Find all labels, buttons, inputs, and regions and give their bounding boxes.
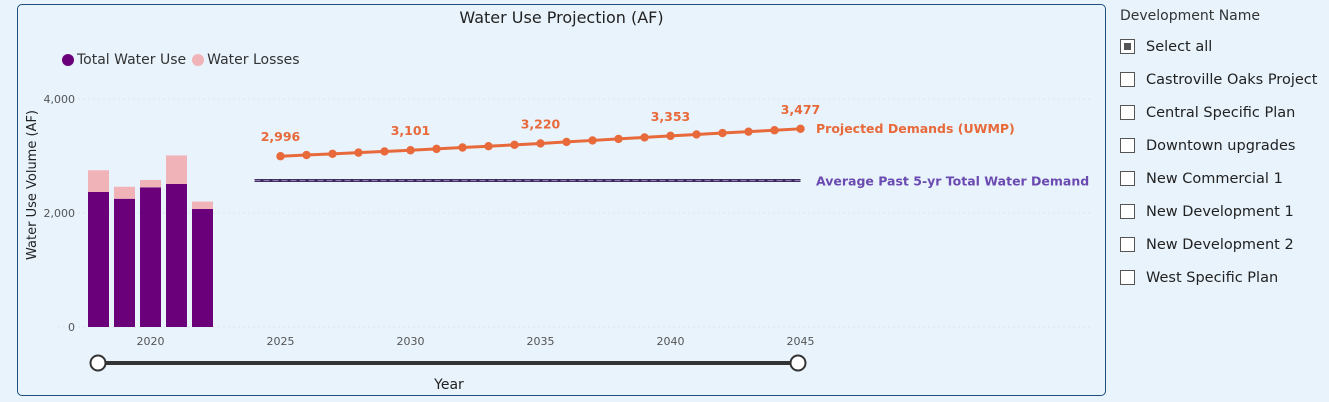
projected-point: [484, 141, 493, 151]
projected-point: [536, 139, 545, 148]
slicer-item-label: New Commercial 1: [1146, 170, 1283, 187]
slicer-item-castroville-oaks-project[interactable]: Castroville Oaks Project: [1120, 63, 1325, 96]
legend-label-total: Total Water Use: [77, 52, 187, 68]
slicer-item-label: West Specific Plan: [1146, 269, 1279, 286]
average-line-label: Average Past 5-yr Total Water Demand: [816, 174, 1089, 189]
x-axis-label: Year: [433, 377, 464, 393]
legend-label-losses: Water Losses: [207, 52, 300, 68]
bar-water-losses: [140, 179, 161, 188]
y-tick-label: 2,000: [44, 207, 76, 220]
projected-point: [614, 134, 623, 144]
chart-panel: Water Use Projection (AF) Total Water Us…: [17, 4, 1106, 396]
projected-point: [458, 143, 467, 152]
projected-point: [744, 127, 753, 136]
slicer-title: Development Name: [1120, 8, 1260, 24]
slicer-item-central-specific-plan[interactable]: Central Specific Plan: [1120, 96, 1325, 129]
x-tick-label: 2035: [527, 335, 555, 348]
legend-item-total[interactable]: Total Water Use: [62, 52, 186, 68]
bar-total-water-use: [192, 209, 213, 327]
slicer-item-label: Select all: [1146, 38, 1213, 55]
y-tick-label: 0: [68, 321, 75, 334]
checkbox[interactable]: [1120, 138, 1135, 153]
projected-point: [640, 133, 649, 142]
data-label: 3,220: [521, 116, 561, 131]
data-label: 3,353: [651, 109, 691, 124]
projected-line-label: Projected Demands (UWMP): [816, 121, 1015, 136]
x-tick-label: 2020: [137, 335, 165, 348]
plot-area: 0 2,000 4,000 Water Use Volume (AF) 2020 2025…: [25, 93, 1091, 393]
checkbox[interactable]: [1120, 204, 1135, 219]
slicer-item-label: Downtown upgrades: [1146, 137, 1296, 154]
data-label: 2,996: [261, 129, 301, 144]
projected-point: [302, 150, 311, 160]
chart-title: Water Use Projection (AF): [459, 8, 664, 27]
slicer-item-label: New Development 2: [1146, 236, 1294, 253]
projected-point: [796, 124, 805, 134]
checkbox[interactable]: [1120, 237, 1135, 252]
slicer-item-select-all[interactable]: Select all: [1120, 30, 1325, 63]
bar-total-water-use: [140, 187, 161, 327]
range-slider-start-handle[interactable]: [89, 354, 107, 372]
development-slicer: Development Name Select all Castroville O…: [1120, 8, 1325, 294]
checkbox[interactable]: [1120, 39, 1135, 54]
slicer-item-label: New Development 1: [1146, 203, 1294, 220]
data-label: 3,477: [781, 102, 821, 117]
y-tick-label: 4,000: [44, 93, 76, 106]
bar-total-water-use: [88, 191, 109, 327]
legend-item-losses[interactable]: Water Losses: [192, 52, 300, 68]
legend-swatch-losses: [192, 54, 205, 66]
bar-water-losses: [88, 170, 109, 192]
projected-point: [666, 131, 675, 141]
checkbox[interactable]: [1120, 270, 1135, 285]
data-label: 3,101: [391, 123, 431, 138]
x-tick-label: 2025: [267, 335, 295, 348]
checkbox[interactable]: [1120, 105, 1135, 120]
bar-total-water-use: [114, 198, 135, 327]
projected-point: [510, 140, 519, 150]
bar-water-losses: [166, 155, 187, 184]
x-tick-label: 2040: [657, 335, 685, 348]
legend-swatch-total: [62, 54, 74, 66]
checkbox[interactable]: [1120, 171, 1135, 186]
slicer-item-new-development-2[interactable]: New Development 2: [1120, 228, 1325, 261]
projected-point: [406, 146, 415, 155]
y-axis-label: Water Use Volume (AF): [25, 110, 40, 260]
projected-point: [692, 130, 701, 139]
x-tick-label: 2045: [787, 335, 815, 348]
bar-water-losses: [114, 186, 135, 199]
projected-point: [770, 126, 779, 135]
slicer-item-label: Central Specific Plan: [1146, 104, 1296, 121]
projected-point: [562, 137, 571, 147]
projected-point: [432, 144, 441, 154]
legend: Total Water Use Water Losses: [62, 52, 306, 68]
slicer-item-downtown-upgrades[interactable]: Downtown upgrades: [1120, 129, 1325, 162]
bar-water-losses: [192, 201, 213, 210]
projected-point: [718, 128, 727, 138]
bar-total-water-use: [166, 183, 187, 327]
projected-point: [380, 147, 389, 156]
slicer-list: Select all Castroville Oaks Project Centra…: [1120, 30, 1325, 294]
slicer-item-new-development-1[interactable]: New Development 1: [1120, 195, 1325, 228]
projected-point: [276, 152, 285, 161]
slicer-item-label: Castroville Oaks Project: [1146, 71, 1318, 88]
slicer-item-west-specific-plan[interactable]: West Specific Plan: [1120, 261, 1325, 294]
projected-point: [588, 136, 597, 145]
range-slider-end-handle[interactable]: [789, 354, 807, 372]
slicer-item-new-commercial-1[interactable]: New Commercial 1: [1120, 162, 1325, 195]
projected-point: [328, 149, 337, 159]
checkbox[interactable]: [1120, 72, 1135, 87]
projected-point: [354, 148, 363, 157]
x-tick-label: 2030: [397, 335, 425, 348]
